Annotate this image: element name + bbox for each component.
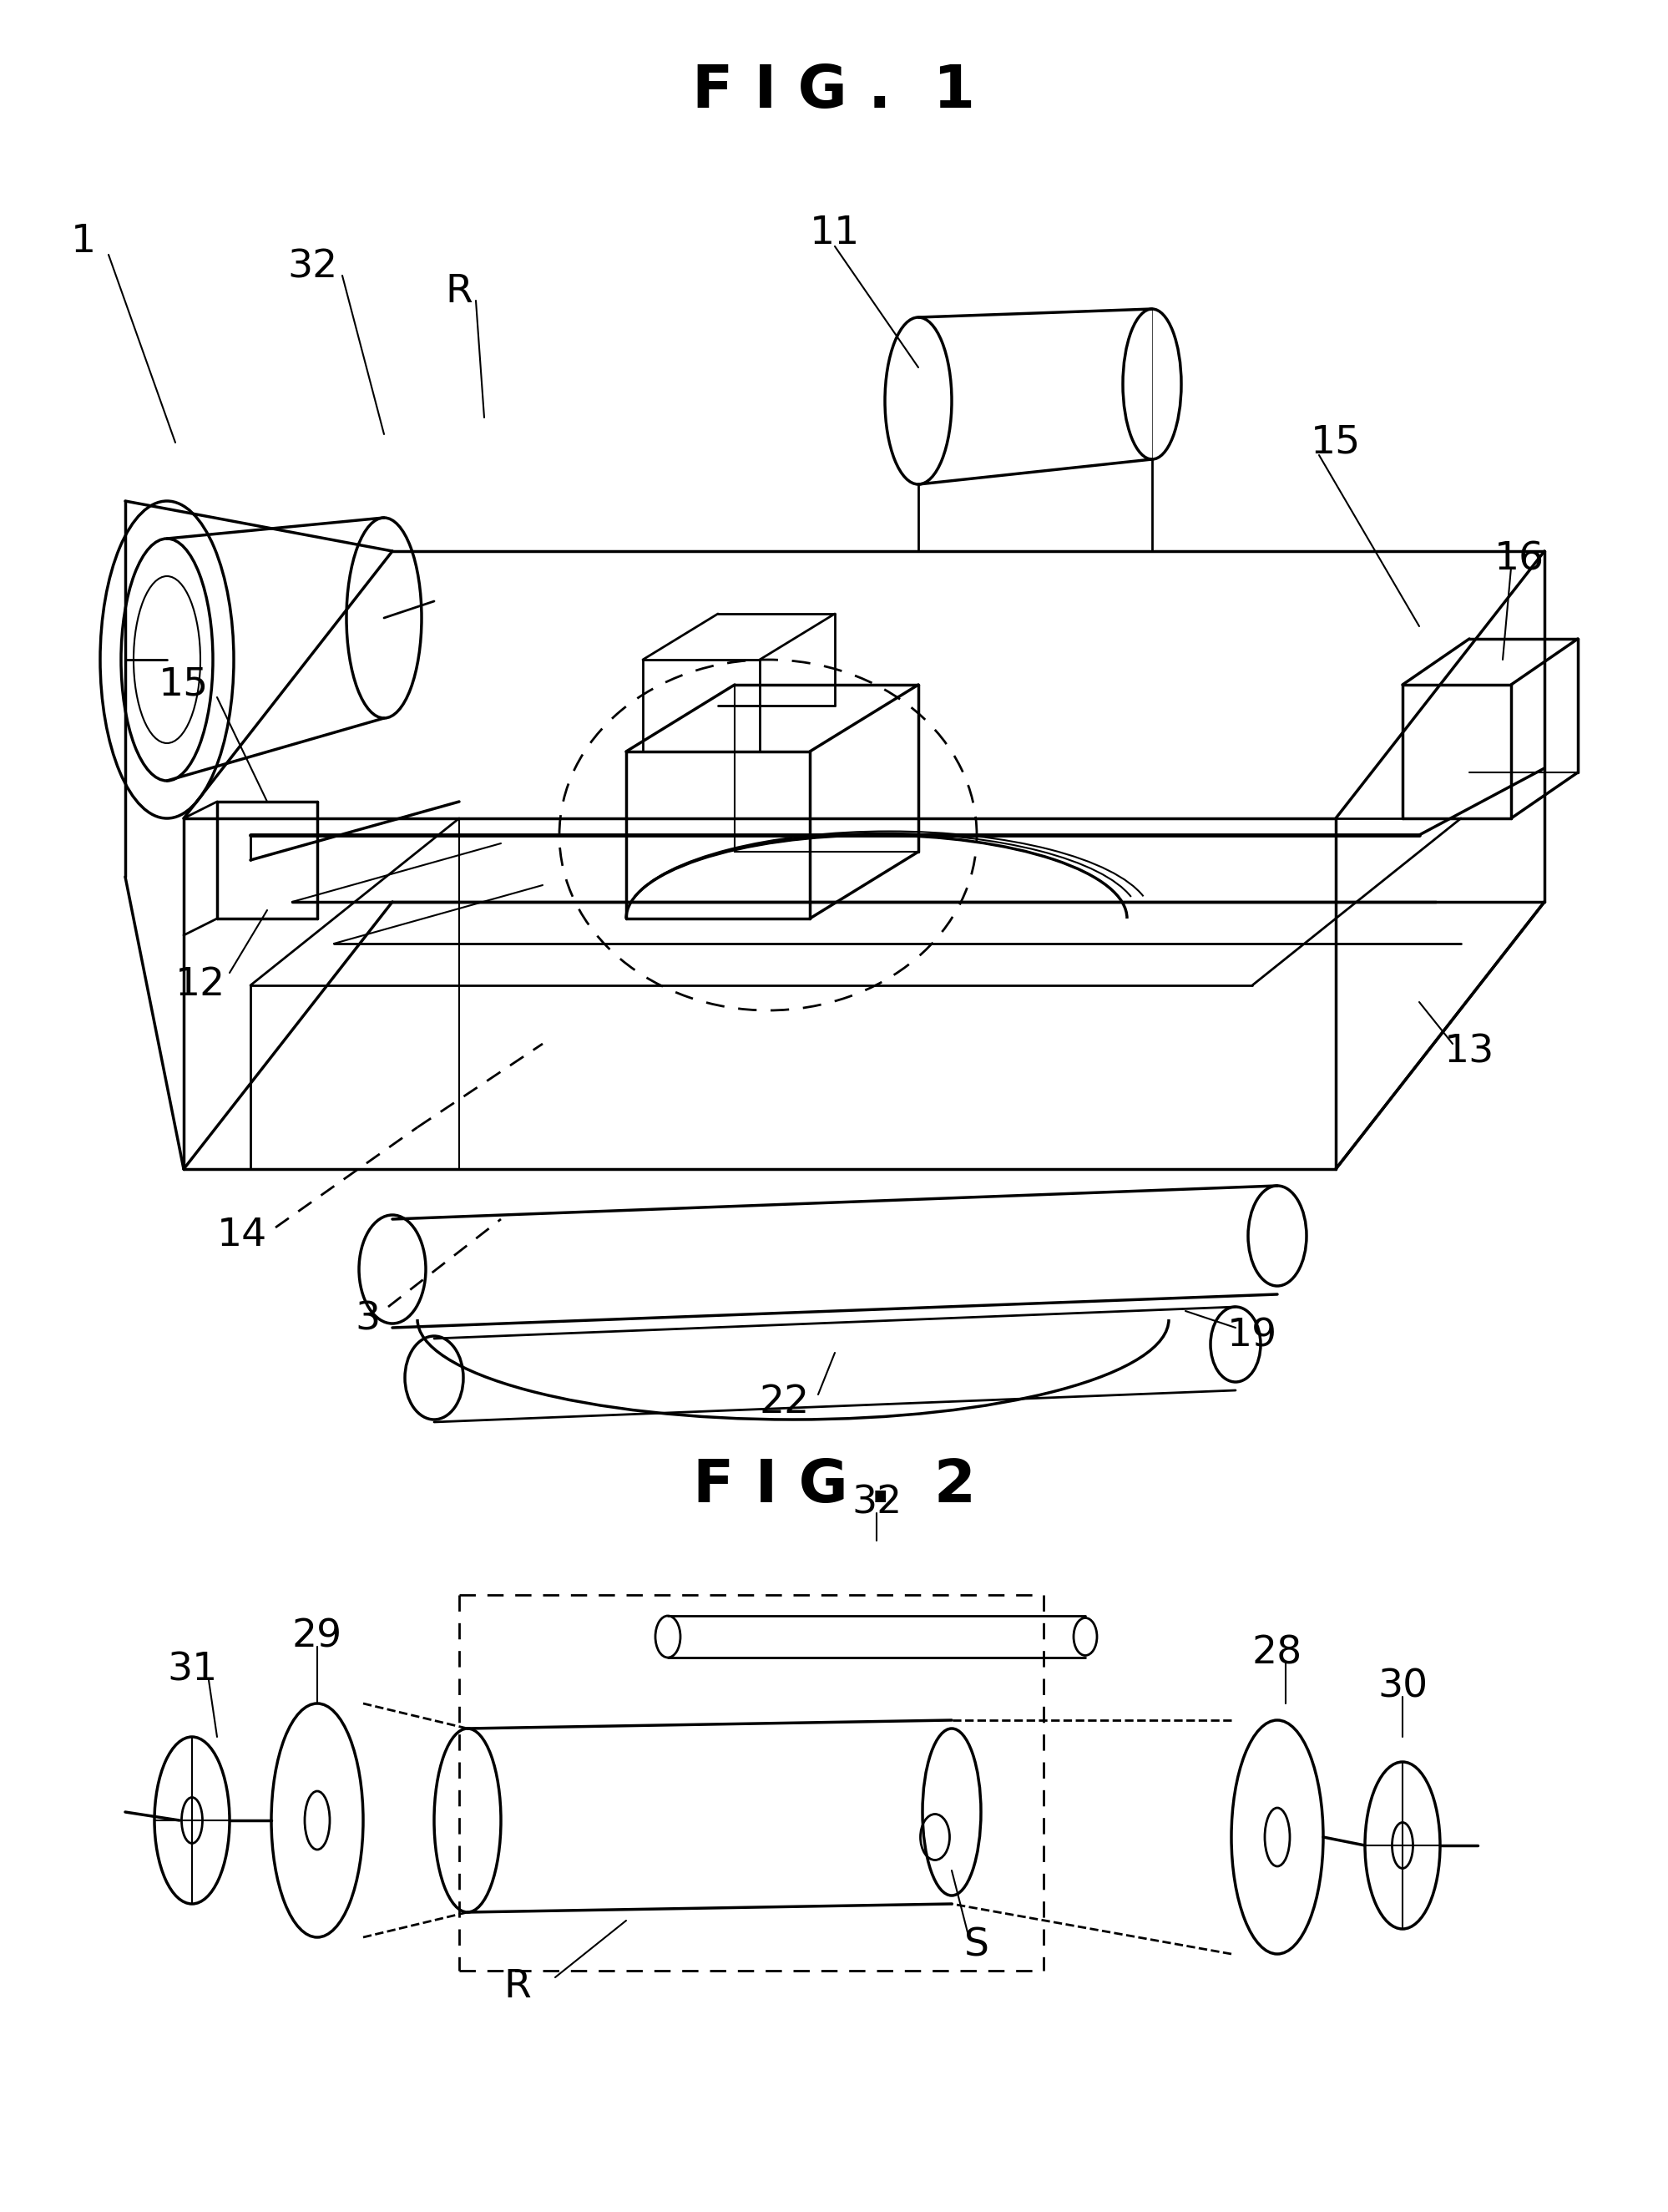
Text: 32: 32 [851,1484,902,1522]
Text: 28: 28 [1253,1635,1303,1672]
Text: 32: 32 [289,248,339,285]
Text: 16: 16 [1495,540,1545,577]
Text: 13: 13 [1444,1033,1495,1071]
Text: 12: 12 [175,967,225,1004]
Text: S: S [964,1927,989,1964]
Text: 22: 22 [759,1385,811,1422]
Text: F I G .  1: F I G . 1 [692,64,976,122]
Text: 30: 30 [1378,1668,1428,1705]
Text: R: R [504,1969,532,2006]
Text: 19: 19 [1228,1318,1278,1354]
Text: 29: 29 [292,1617,342,1655]
Text: F I G .  2: F I G . 2 [692,1458,976,1515]
Text: 31: 31 [167,1652,217,1688]
Text: 15: 15 [1311,425,1361,462]
Text: R: R [445,274,474,312]
Text: 11: 11 [809,215,861,252]
Text: 15: 15 [158,666,208,703]
Text: 14: 14 [217,1217,267,1254]
Text: 3: 3 [355,1301,380,1338]
Text: 1: 1 [72,223,97,261]
